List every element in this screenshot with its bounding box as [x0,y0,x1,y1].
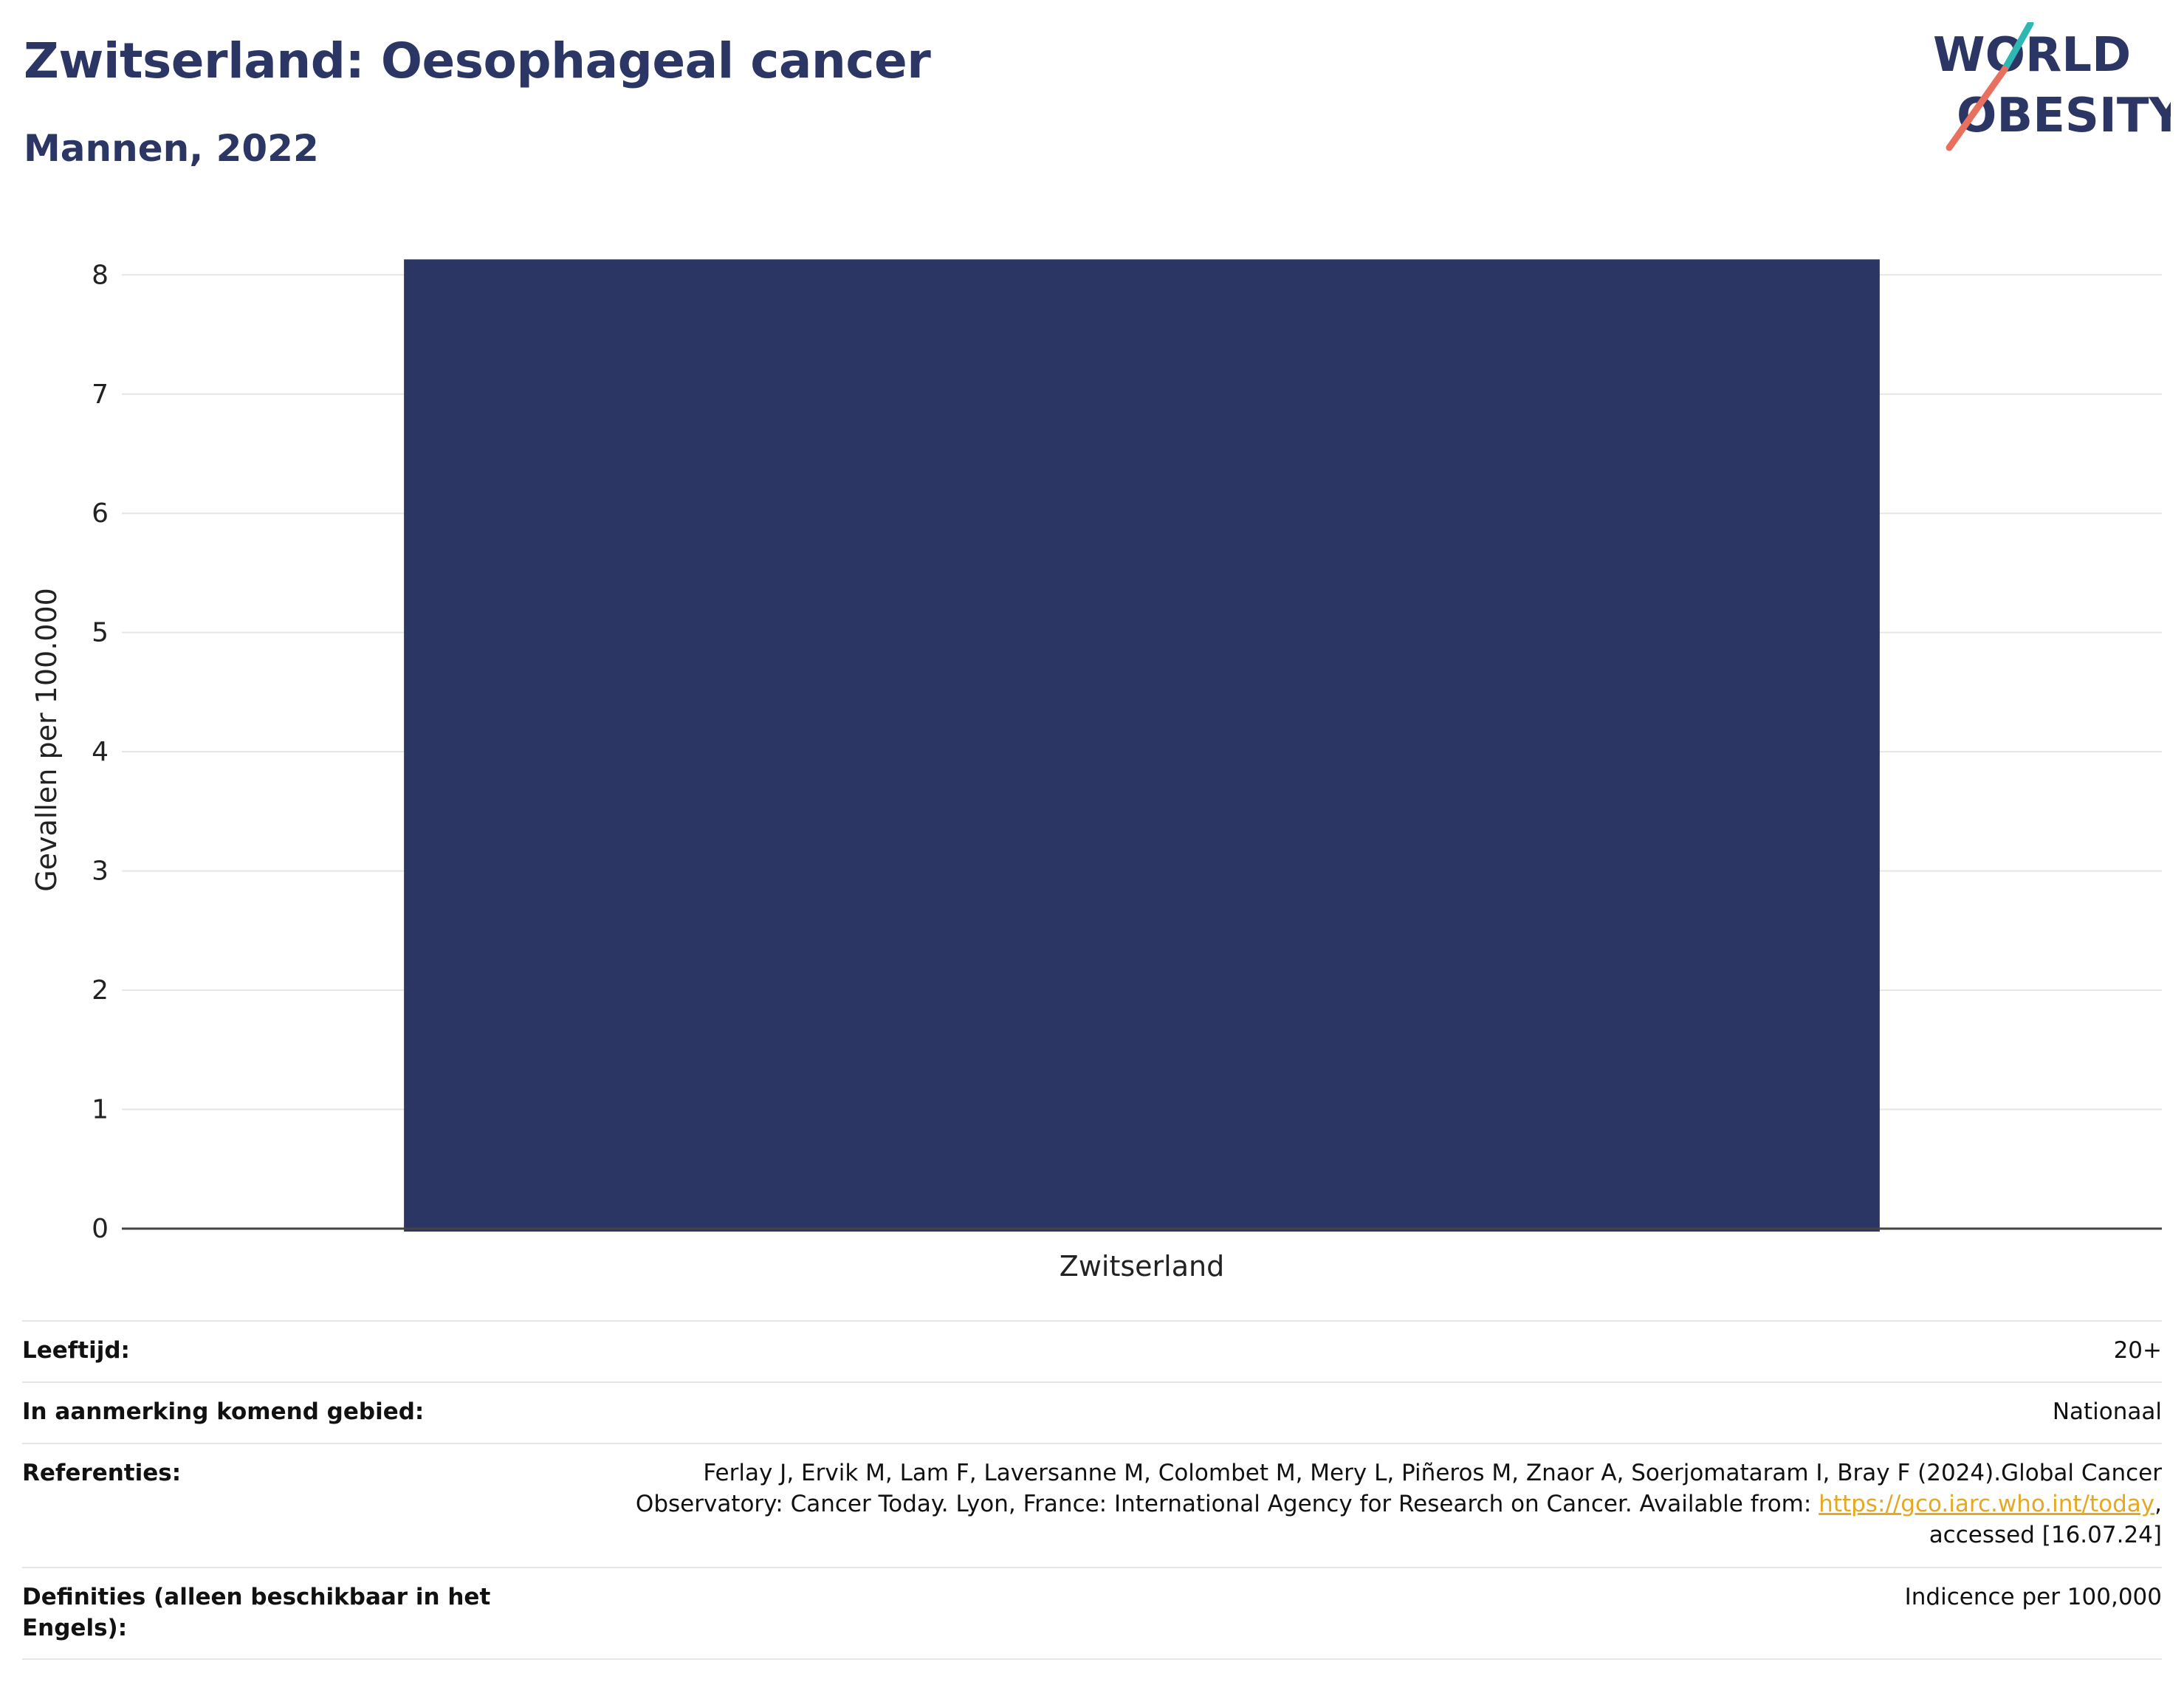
logo-slash-coral [1946,66,2008,151]
info-row-area: In aanmerking komend gebied: Nationaal [22,1381,2162,1443]
references-label: Referenties: [22,1460,182,1486]
definitions-value: Indicence per 100,000 [1904,1584,2162,1610]
y-tick-label: 4 [92,737,109,767]
logo-line-2: OBESITY [1957,89,2171,143]
y-tick-label: 2 [92,975,109,1006]
references-link[interactable]: https://gco.iarc.who.int/today [1819,1491,2155,1517]
y-tick-labels: 0 1 2 3 4 5 6 7 8 [92,260,109,1244]
definitions-label: Definities (alleen beschikbaar in het En… [22,1584,491,1641]
y-tick-label: 8 [92,260,109,290]
area-label: In aanmerking komend gebied: [22,1398,425,1425]
info-table: Leeftijd: 20+ In aanmerking komend gebie… [22,1320,2162,1660]
y-tick-label: 6 [92,498,109,529]
references-value: Ferlay J, Ervik M, Lam F, Laversanne M, … [567,1458,2162,1551]
world-obesity-logo: WORLD OBESITY [1933,22,2171,151]
info-row-definitions: Definities (alleen beschikbaar in het En… [22,1567,2162,1660]
references-text-2: , accessed [16.07.24] [1929,1491,2162,1548]
y-tick-label: 1 [92,1095,109,1125]
page-title: Zwitserland: Oesophageal cancer [24,32,931,89]
logo-slash-teal [2001,22,2034,73]
x-tick-label: Zwitserland [1060,1250,1224,1283]
x-tick-labels: Zwitserland [1060,1250,1224,1283]
y-tick-label: 7 [92,380,109,410]
age-label: Leeftijd: [22,1337,130,1364]
info-row-references: Referenties: Ferlay J, Ervik M, Lam F, L… [22,1443,2162,1567]
references-text-1: Ferlay J, Ervik M, Lam F, Laversanne M, … [635,1460,2162,1517]
area-value: Nationaal [2052,1398,2162,1425]
logo-line-1: WORLD [1933,28,2131,83]
bars [404,259,1880,1232]
y-tick-label: 3 [92,856,109,887]
info-row-age: Leeftijd: 20+ [22,1320,2162,1381]
age-value: 20+ [2113,1337,2162,1364]
bar-chart: 0 1 2 3 4 5 6 7 8 Zwitserland Gevallen per 100.0… [30,259,2162,1283]
y-tick-label: 5 [92,618,109,648]
bar [404,259,1880,1232]
y-axis-title: Gevallen per 100.000 [30,588,63,892]
page-subtitle: Mannen, 2022 [24,127,319,170]
y-tick-label: 0 [92,1214,109,1244]
